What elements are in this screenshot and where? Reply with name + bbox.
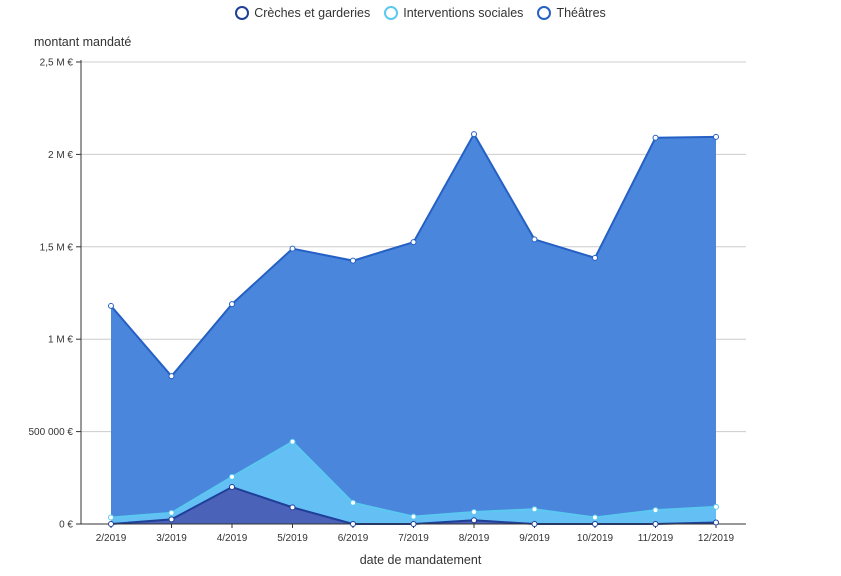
legend-marker-theatres xyxy=(537,6,552,20)
data-point[interactable] xyxy=(350,521,356,527)
data-point[interactable] xyxy=(350,499,356,506)
data-point[interactable] xyxy=(652,521,659,527)
data-point[interactable] xyxy=(410,521,417,527)
legend-item-theatres[interactable]: Théâtres xyxy=(537,6,606,20)
axes: 0 € 500 000 € 1 M € 1,5 M € 2 M € 2,5 M € 2/20… xyxy=(29,58,746,544)
data-point[interactable] xyxy=(471,131,477,138)
data-point[interactable] xyxy=(713,519,719,526)
data-point[interactable] xyxy=(471,508,477,515)
data-point[interactable] xyxy=(410,513,417,520)
data-point[interactable] xyxy=(652,134,659,141)
data-point[interactable] xyxy=(289,245,296,252)
data-point[interactable] xyxy=(410,239,417,246)
y-axis-title: montant mandaté xyxy=(34,35,132,49)
data-point[interactable] xyxy=(168,373,175,380)
x-tick-label: 4/2019 xyxy=(217,533,248,544)
y-tick-label: 1,5 M € xyxy=(40,242,74,253)
y-tick-label: 0 € xyxy=(59,520,73,531)
data-point[interactable] xyxy=(168,509,175,516)
data-point[interactable] xyxy=(713,133,719,140)
legend-item-creches[interactable]: Crèches et garderies xyxy=(235,6,370,20)
legend-label-creches: Crèches et garderies xyxy=(254,6,371,20)
data-point[interactable] xyxy=(531,236,538,243)
chart-legend: Crèches et garderies Interventions socia… xyxy=(0,6,841,20)
data-point[interactable] xyxy=(108,521,114,527)
data-point[interactable] xyxy=(229,301,235,308)
data-point[interactable] xyxy=(289,438,296,445)
data-point[interactable] xyxy=(471,517,477,524)
area-layer xyxy=(110,132,717,525)
data-point[interactable] xyxy=(289,504,296,511)
x-tick-label: 10/2019 xyxy=(577,533,614,544)
legend-marker-interventions xyxy=(384,6,399,20)
data-point[interactable] xyxy=(531,521,538,527)
legend-item-interventions[interactable]: Interventions sociales xyxy=(384,6,523,20)
data-point[interactable] xyxy=(531,506,538,513)
legend-label-theatres: Théâtres xyxy=(556,6,606,20)
data-point[interactable] xyxy=(592,254,598,261)
x-tick-label: 7/2019 xyxy=(398,533,429,544)
x-tick-label: 9/2019 xyxy=(519,533,550,544)
data-point[interactable] xyxy=(108,514,114,521)
data-point[interactable] xyxy=(229,473,235,480)
data-point[interactable] xyxy=(652,507,659,514)
x-tick-label: 2/2019 xyxy=(96,533,127,544)
x-axis-title: date de mandatement xyxy=(359,553,482,567)
x-tick-label: 12/2019 xyxy=(698,533,735,544)
data-point[interactable] xyxy=(168,516,175,523)
x-tick-label: 5/2019 xyxy=(277,533,308,544)
x-tick-label: 6/2019 xyxy=(338,533,369,544)
x-tick-label: 11/2019 xyxy=(638,533,674,544)
series-area xyxy=(111,134,716,524)
data-points xyxy=(108,131,719,527)
legend-marker-creches xyxy=(235,6,250,20)
data-point[interactable] xyxy=(229,484,235,491)
y-tick-label: 1 M € xyxy=(48,335,73,346)
data-point[interactable] xyxy=(713,503,719,510)
data-point[interactable] xyxy=(108,302,114,309)
data-point[interactable] xyxy=(350,257,356,264)
x-tick-label: 3/2019 xyxy=(156,533,187,544)
y-tick-label: 500 000 € xyxy=(29,427,74,438)
x-tick-label: 8/2019 xyxy=(459,533,490,544)
y-tick-label: 2 M € xyxy=(48,150,73,161)
data-point[interactable] xyxy=(592,521,598,527)
legend-label-interventions: Interventions sociales xyxy=(403,6,524,20)
y-tick-label: 2,5 M € xyxy=(40,58,74,69)
series-area xyxy=(111,487,716,524)
data-point[interactable] xyxy=(592,514,598,521)
